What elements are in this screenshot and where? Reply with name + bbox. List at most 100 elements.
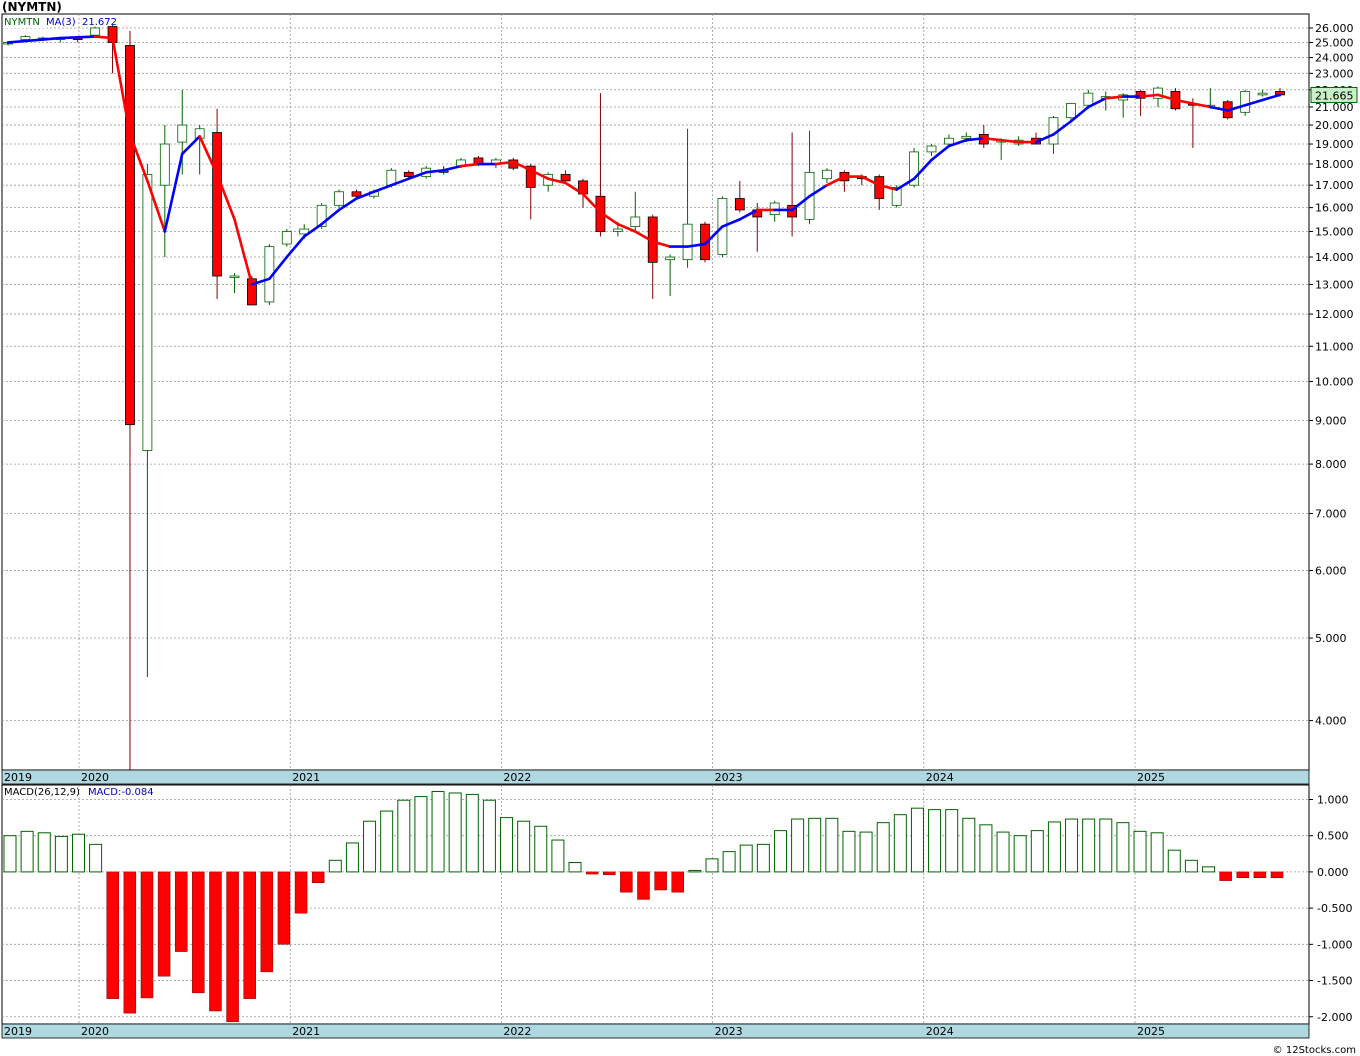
macd-bar	[688, 869, 702, 873]
price-tick-label: 7.000	[1315, 508, 1347, 521]
ma-line-segment	[337, 197, 358, 212]
candle-body	[961, 135, 972, 139]
ma-line-segment	[424, 168, 445, 174]
legend-bg	[3, 15, 47, 28]
macd-bar	[431, 791, 445, 873]
macd-bar	[1013, 835, 1027, 873]
macd-bar	[808, 817, 822, 873]
candle-body	[229, 275, 240, 278]
ma-line-segment	[738, 208, 759, 221]
macd-tick-label: 0.500	[1317, 830, 1349, 843]
legend-symbol: NYMTN	[4, 17, 40, 28]
ma-line-segment	[877, 183, 898, 191]
price-year-label: 2019	[4, 771, 32, 784]
macd-tick-label: 0.000	[1317, 866, 1349, 879]
ma-line-segment	[442, 164, 463, 172]
macd-legend-value: MACD:-0.084	[88, 787, 154, 798]
ma-line-segment	[494, 160, 515, 166]
candle-body	[630, 216, 641, 227]
candle-body	[525, 165, 536, 188]
macd-bar	[568, 861, 582, 873]
ma-line-segment	[58, 36, 79, 40]
ma-line-segment	[146, 179, 167, 233]
macd-bar	[1116, 822, 1130, 873]
ma-line-segment	[1052, 120, 1073, 136]
ma-line-segment	[459, 162, 480, 168]
macd-legend-indicator: MACD(26,12,9)	[4, 787, 80, 798]
candle-body	[822, 169, 832, 180]
macd-bar	[345, 842, 359, 873]
macd-bar	[89, 843, 103, 873]
ma-line-segment	[1261, 93, 1282, 102]
price-tick-label: 13.000	[1315, 278, 1354, 291]
macd-bar	[979, 824, 993, 873]
ma-line-segment	[581, 192, 602, 214]
macd-bar	[1065, 818, 1079, 873]
ma-line-segment	[965, 136, 986, 142]
ma-line-segment	[285, 235, 306, 259]
macd-bar	[363, 820, 377, 873]
ma-line-segment	[912, 158, 933, 181]
candle-body	[281, 231, 292, 245]
macd-bar	[123, 871, 137, 1014]
macd-bar	[1270, 871, 1284, 878]
macd-bar	[637, 871, 650, 900]
macd-bar	[397, 799, 411, 873]
macd-bar	[140, 871, 154, 999]
price-panel	[1, 13, 1310, 771]
macd-bar	[1150, 832, 1164, 873]
macd-bar	[3, 835, 17, 873]
ma-line-segment	[512, 160, 533, 172]
macd-bar	[1236, 871, 1250, 878]
macd-bar	[910, 807, 924, 873]
ma-line-segment	[198, 135, 219, 176]
candle-body	[142, 174, 153, 451]
macd-bar	[311, 871, 325, 884]
ma-line-segment	[1139, 93, 1160, 98]
macd-bar	[739, 844, 753, 873]
macd-bar	[1030, 830, 1044, 873]
macd-year-band	[1, 1023, 1310, 1039]
ma-line-segment	[790, 194, 811, 212]
candle-body	[926, 145, 937, 153]
price-year-label: 2024	[926, 771, 954, 784]
candle-body	[874, 176, 885, 199]
macd-bar	[876, 822, 890, 873]
macd-bar	[791, 818, 805, 873]
macd-bar	[482, 799, 496, 873]
price-year-band	[1, 769, 1310, 785]
price-tick-label: 25.000	[1315, 36, 1354, 49]
macd-bar	[1219, 871, 1232, 881]
price-tick-label: 18.000	[1315, 158, 1354, 171]
ma-line-segment	[529, 168, 550, 181]
candle-body	[299, 228, 310, 235]
candle-body	[1083, 92, 1094, 106]
ma-line-segment	[6, 39, 27, 44]
ma-line-segment	[355, 190, 376, 200]
macd-bar	[1184, 859, 1198, 873]
price-tick-label: 12.000	[1315, 308, 1354, 321]
ma-line-segment	[599, 210, 620, 226]
macd-tick-label: -1.000	[1317, 938, 1352, 951]
ma-line-segment	[1034, 133, 1055, 144]
price-year-label: 2022	[503, 771, 531, 784]
macd-bar	[20, 830, 34, 873]
macd-tick-label: -0.500	[1317, 902, 1352, 915]
candle-body	[316, 204, 327, 227]
ma-line-segment	[616, 222, 637, 233]
ma-line-segment	[1191, 102, 1212, 109]
candle-body	[247, 278, 257, 306]
macd-bar	[54, 835, 68, 873]
macd-bar	[756, 843, 770, 873]
macd-bar	[893, 814, 907, 873]
macd-year-label: 2019	[4, 1025, 32, 1038]
ma-line-segment	[860, 175, 881, 187]
macd-bar	[620, 871, 633, 893]
macd-bar	[1133, 830, 1147, 873]
ma-line-segment	[302, 222, 323, 238]
macd-bar	[448, 792, 462, 873]
macd-year-label: 2025	[1137, 1025, 1165, 1038]
macd-bar	[945, 809, 959, 873]
price-tick-label: 26.000	[1315, 22, 1354, 35]
